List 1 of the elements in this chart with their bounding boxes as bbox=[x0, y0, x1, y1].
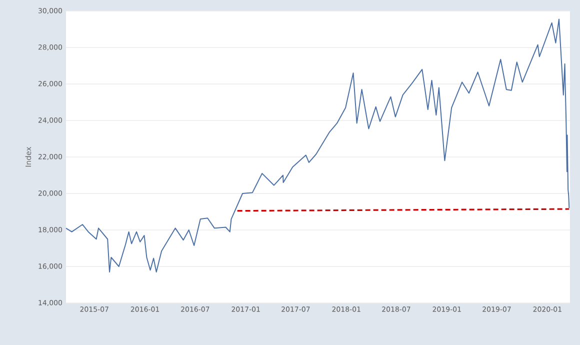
line-series bbox=[66, 18, 570, 272]
